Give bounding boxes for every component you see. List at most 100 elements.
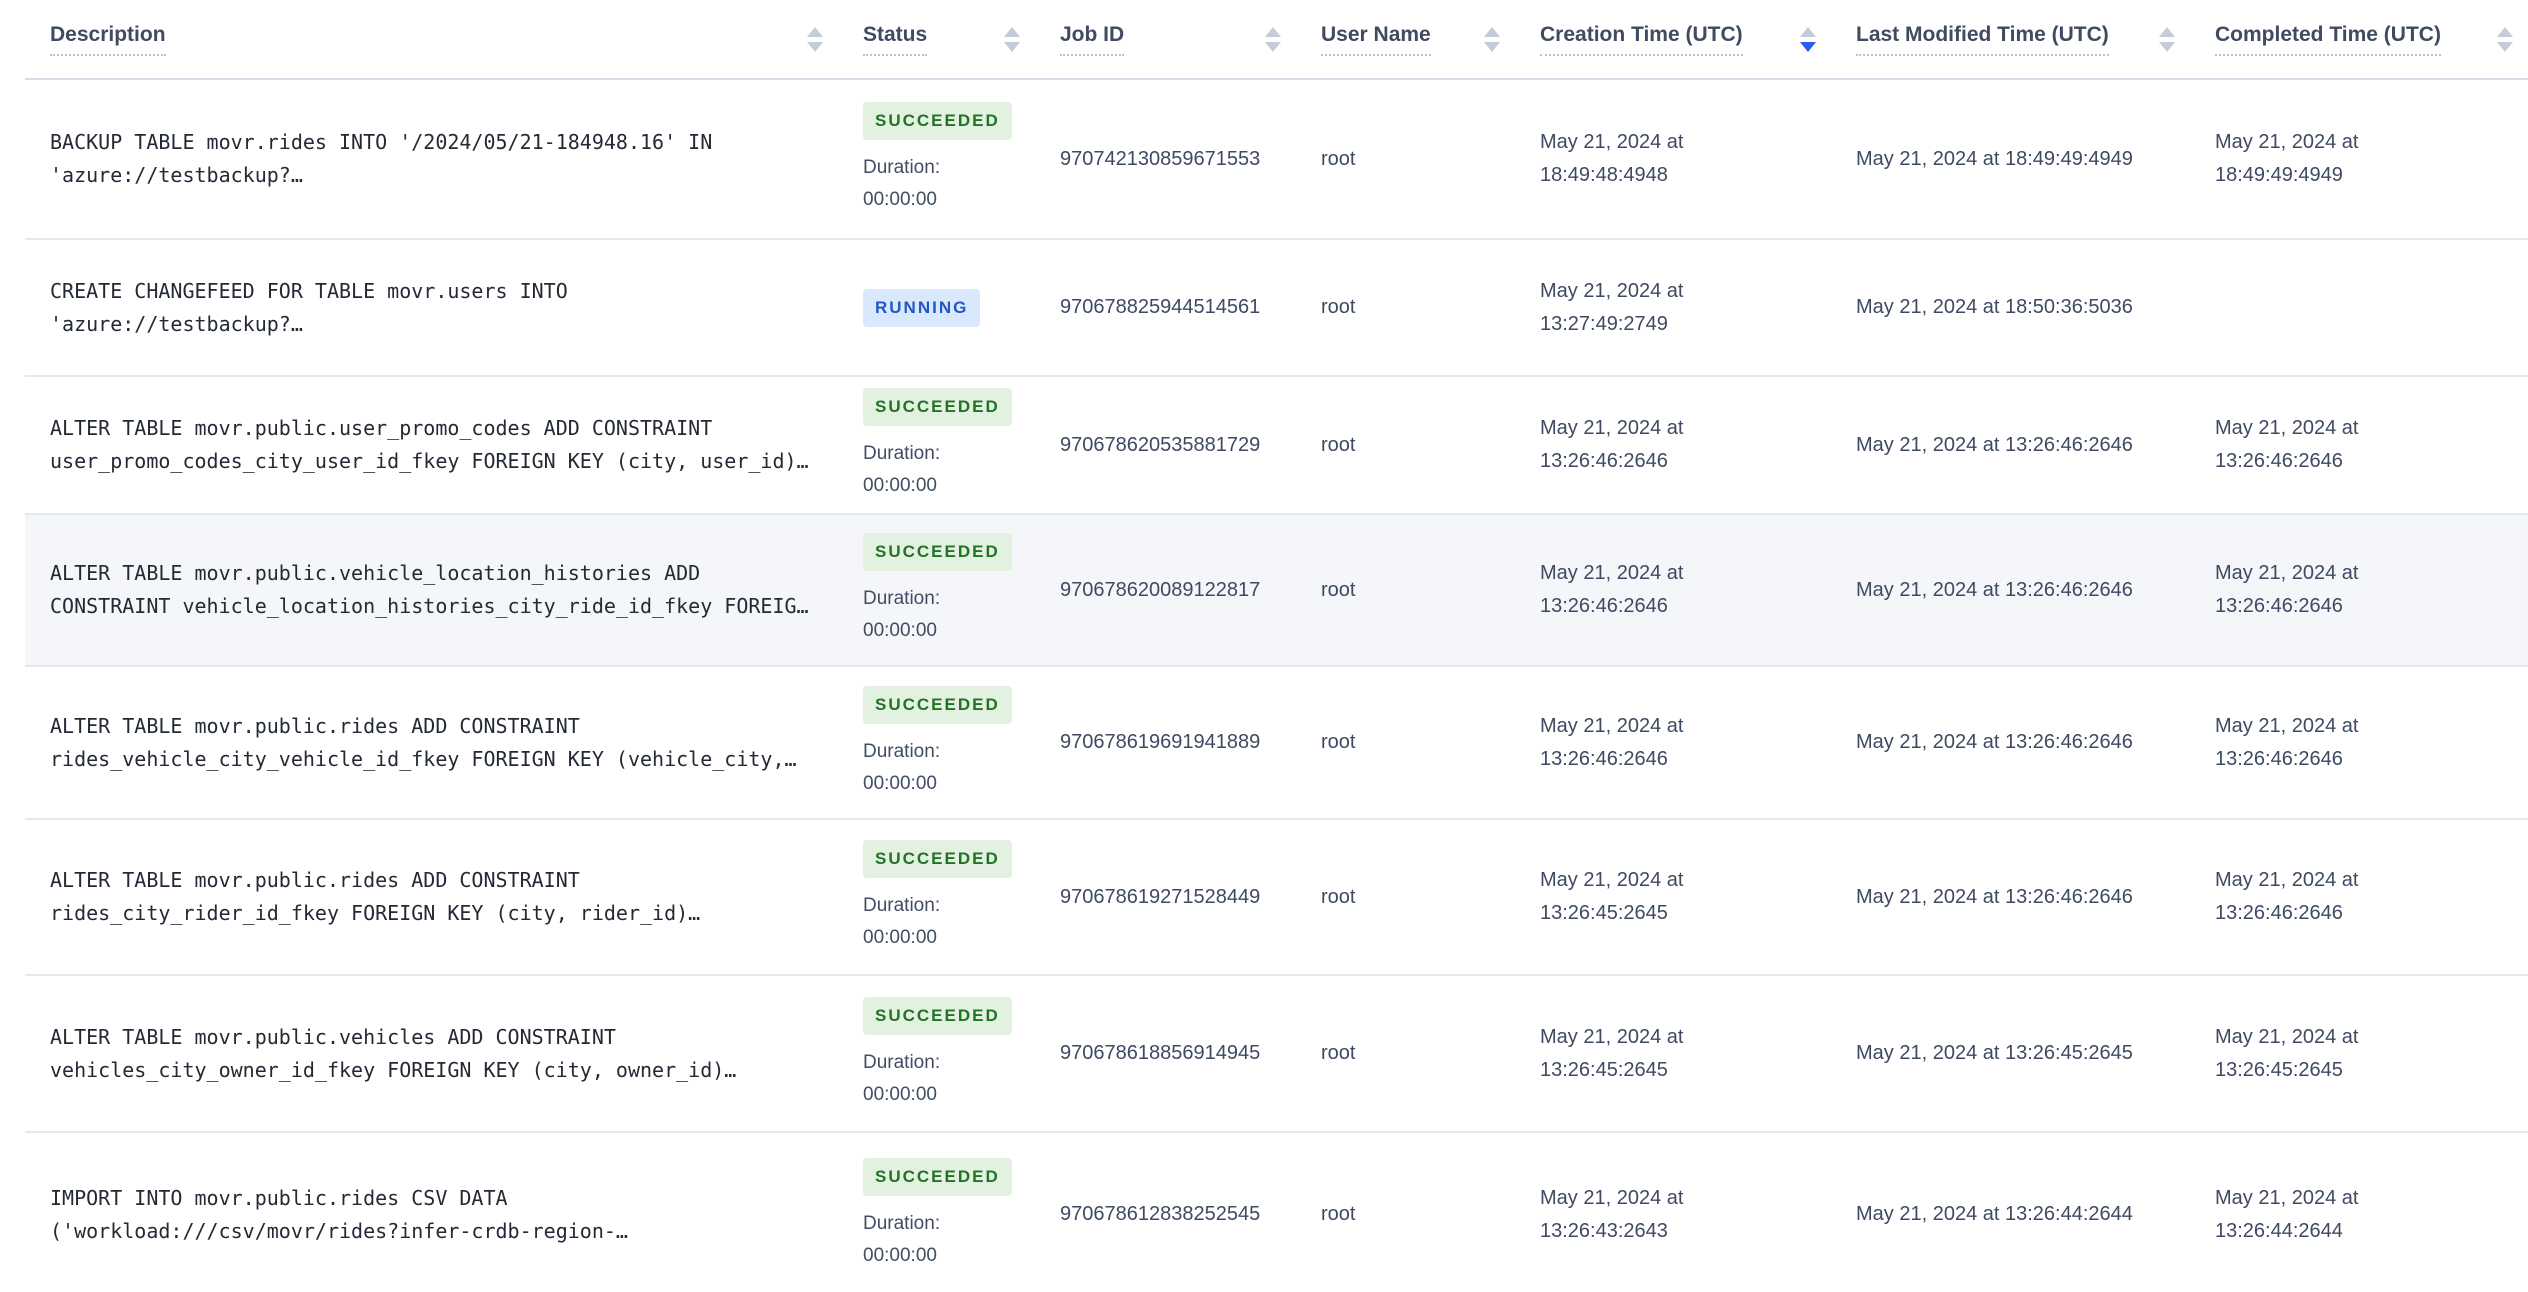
table-row[interactable]: ALTER TABLE movr.public.rides ADD CONSTR… — [25, 667, 2528, 820]
description-line-1: IMPORT INTO movr.public.rides CSV DATA — [50, 1185, 508, 1210]
creation-time-cell: May 21, 2024 at 13:26:45:2645 — [1515, 864, 1831, 930]
completed-time-line-1: May 21, 2024 at — [2215, 1186, 2359, 1209]
creation-time-line-1: May 21, 2024 at — [1540, 131, 1684, 153]
job-id-value: 970678620535881729 — [1060, 433, 1261, 456]
last-modified-time-value: May 21, 2024 at 13:26:46:2646 — [1856, 731, 2133, 753]
description-line-2: rides_vehicle_city_vehicle_id_fkey FOREI… — [50, 746, 797, 771]
status-badge: SUCCEEDED — [863, 840, 1012, 878]
column-header-completed-time[interactable]: Completed Time (UTC) — [2190, 23, 2528, 56]
table-row[interactable]: ALTER TABLE movr.public.vehicles ADD CON… — [25, 976, 2528, 1133]
duration-value: 00:00:00 — [863, 1244, 937, 1266]
completed-time-cell: May 21, 2024 at 13:26:46:2646 — [2190, 412, 2528, 478]
description-line-1: ALTER TABLE movr.public.rides ADD CONSTR… — [50, 868, 580, 892]
completed-time-cell: May 21, 2024 at 13:26:46:2646 — [2190, 710, 2528, 776]
column-header-last-modified-time[interactable]: Last Modified Time (UTC) — [1831, 23, 2190, 56]
creation-time-line-2: 13:26:46:2646 — [1540, 747, 1668, 770]
duration-value: 00:00:00 — [863, 772, 937, 794]
column-header-description[interactable]: Description — [25, 23, 838, 56]
table-row[interactable]: IMPORT INTO movr.public.rides CSV DATA (… — [25, 1133, 2528, 1292]
status-cell: SUCCEEDED Duration: 00:00:00 — [838, 102, 1035, 216]
last-modified-time-cell: May 21, 2024 at 13:26:46:2646 — [1831, 429, 2190, 462]
sort-arrows-icon — [1265, 26, 1281, 52]
creation-time-line-1: May 21, 2024 at — [1540, 714, 1684, 737]
last-modified-time-cell: May 21, 2024 at 13:26:46:2646 — [1831, 574, 2190, 607]
column-label: Last Modified Time (UTC) — [1856, 23, 2109, 56]
creation-time-cell: May 21, 2024 at 18:49:48:4948 — [1515, 126, 1831, 192]
creation-time-line-1: May 21, 2024 at — [1540, 1025, 1684, 1048]
sort-arrows-icon — [2497, 26, 2513, 52]
completed-time-line-1: May 21, 2024 at — [2215, 131, 2359, 153]
creation-time-line-2: 13:26:45:2645 — [1540, 902, 1668, 924]
last-modified-time-cell: May 21, 2024 at 18:49:49:4949 — [1831, 143, 2190, 176]
status-cell: RUNNING — [838, 288, 1035, 327]
completed-time-line-2: 13:26:46:2646 — [2215, 450, 2343, 472]
description-line-2: vehicles_city_owner_id_fkey FOREIGN KEY … — [50, 1057, 737, 1082]
table-row[interactable]: ALTER TABLE movr.public.rides ADD CONSTR… — [25, 820, 2528, 976]
duration-value: 00:00:00 — [863, 927, 937, 948]
creation-time-line-2: 13:26:45:2645 — [1540, 1058, 1668, 1081]
description-line-1: ALTER TABLE movr.public.rides ADD CONSTR… — [50, 713, 580, 738]
user-name-value: root — [1321, 147, 1356, 170]
description-cell[interactable]: ALTER TABLE movr.public.rides ADD CONSTR… — [25, 864, 838, 930]
creation-time-line-1: May 21, 2024 at — [1540, 562, 1684, 584]
description-cell[interactable]: ALTER TABLE movr.public.vehicles ADD CON… — [25, 1021, 838, 1087]
completed-time-cell: May 21, 2024 at 13:26:44:2644 — [2190, 1182, 2528, 1248]
duration-label: Duration: — [863, 588, 941, 609]
user-name-cell: root — [1296, 434, 1515, 457]
description-line-1: ALTER TABLE movr.public.user_promo_codes… — [50, 416, 713, 440]
completed-time-line-2: 13:26:46:2646 — [2215, 595, 2343, 617]
job-id-value: 970678619271528449 — [1060, 885, 1261, 908]
table-row[interactable]: CREATE CHANGEFEED FOR TABLE movr.users I… — [25, 240, 2528, 377]
status-badge: SUCCEEDED — [863, 388, 1012, 426]
user-name-value: root — [1321, 1203, 1356, 1225]
duration-label: Duration: — [863, 1051, 941, 1073]
completed-time-line-2: 13:26:45:2645 — [2215, 1058, 2343, 1081]
description-line-2: CONSTRAINT vehicle_location_histories_ci… — [50, 594, 809, 618]
description-line-1: ALTER TABLE movr.public.vehicle_location… — [50, 561, 701, 585]
column-header-user-name[interactable]: User Name — [1296, 23, 1515, 56]
sort-arrows-icon — [2159, 26, 2175, 52]
column-header-job-id[interactable]: Job ID — [1035, 23, 1296, 56]
column-label: Creation Time (UTC) — [1540, 23, 1743, 56]
creation-time-line-1: May 21, 2024 at — [1540, 279, 1684, 302]
description-cell[interactable]: ALTER TABLE movr.public.user_promo_codes… — [25, 412, 838, 478]
status-badge: SUCCEEDED — [863, 1157, 1012, 1196]
duration-label: Duration: — [863, 895, 941, 916]
description-line-2: 'azure://testbackup?… — [50, 163, 303, 187]
sort-arrows-icon — [1004, 26, 1020, 52]
table-row[interactable]: ALTER TABLE movr.public.vehicle_location… — [25, 515, 2528, 667]
status-badge: SUCCEEDED — [863, 533, 1012, 571]
description-cell[interactable]: ALTER TABLE movr.public.vehicle_location… — [25, 557, 838, 623]
completed-time-cell: May 21, 2024 at 13:26:46:2646 — [2190, 557, 2528, 623]
creation-time-line-1: May 21, 2024 at — [1540, 417, 1684, 439]
completed-time-line-1: May 21, 2024 at — [2215, 869, 2359, 891]
job-id-cell: 970742130859671553 — [1035, 148, 1296, 171]
status-badge: SUCCEEDED — [863, 102, 1012, 140]
user-name-value: root — [1321, 433, 1356, 456]
column-header-status[interactable]: Status — [838, 23, 1035, 56]
duration-value: 00:00:00 — [863, 475, 937, 496]
table-row[interactable]: BACKUP TABLE movr.rides INTO '/2024/05/2… — [25, 80, 2528, 240]
column-header-creation-time[interactable]: Creation Time (UTC) — [1515, 23, 1831, 56]
description-cell[interactable]: IMPORT INTO movr.public.rides CSV DATA (… — [25, 1182, 838, 1248]
completed-time-line-2: 13:26:46:2646 — [2215, 747, 2343, 770]
description-line-1: BACKUP TABLE movr.rides INTO '/2024/05/2… — [50, 130, 713, 154]
table-row[interactable]: ALTER TABLE movr.public.user_promo_codes… — [25, 377, 2528, 515]
description-cell[interactable]: ALTER TABLE movr.public.rides ADD CONSTR… — [25, 710, 838, 776]
status-cell: SUCCEEDED Duration: 00:00:00 — [838, 533, 1035, 647]
description-cell[interactable]: BACKUP TABLE movr.rides INTO '/2024/05/2… — [25, 126, 838, 192]
duration-value: 00:00:00 — [863, 189, 937, 210]
description-line-2: user_promo_codes_city_user_id_fkey FOREI… — [50, 449, 809, 473]
description-line-1: CREATE CHANGEFEED FOR TABLE movr.users I… — [50, 278, 568, 303]
job-id-value: 970742130859671553 — [1060, 147, 1261, 170]
last-modified-time-cell: May 21, 2024 at 18:50:36:5036 — [1831, 291, 2190, 324]
last-modified-time-cell: May 21, 2024 at 13:26:46:2646 — [1831, 726, 2190, 759]
completed-time-cell: May 21, 2024 at 13:26:46:2646 — [2190, 864, 2528, 930]
last-modified-time-cell: May 21, 2024 at 13:26:46:2646 — [1831, 881, 2190, 914]
description-line-2: rides_city_rider_id_fkey FOREIGN KEY (ci… — [50, 901, 701, 925]
creation-time-line-1: May 21, 2024 at — [1540, 1186, 1684, 1209]
user-name-cell: root — [1296, 1203, 1515, 1226]
description-cell[interactable]: CREATE CHANGEFEED FOR TABLE movr.users I… — [25, 275, 838, 341]
table-body: BACKUP TABLE movr.rides INTO '/2024/05/2… — [25, 80, 2528, 1292]
creation-time-line-2: 13:26:46:2646 — [1540, 450, 1668, 472]
